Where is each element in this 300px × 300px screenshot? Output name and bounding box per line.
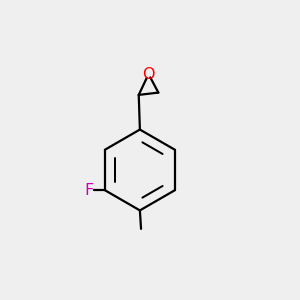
Text: F: F (84, 183, 93, 198)
Text: O: O (142, 67, 155, 82)
